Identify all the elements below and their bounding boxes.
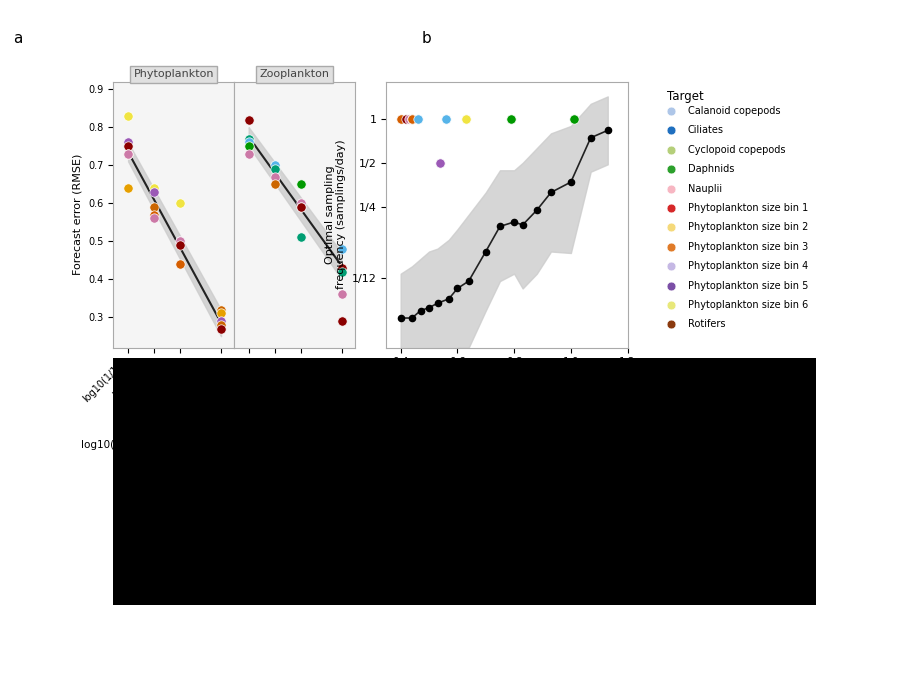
Point	[147, 201, 161, 212]
Point	[147, 213, 161, 224]
Point	[493, 221, 507, 232]
Point	[422, 302, 436, 313]
Point	[268, 164, 282, 175]
Point	[121, 141, 135, 152]
Point	[121, 148, 135, 159]
Point	[147, 209, 161, 220]
Point	[214, 308, 229, 319]
Point	[241, 114, 256, 125]
Point	[121, 148, 135, 159]
Point	[600, 125, 615, 136]
Point	[268, 179, 282, 190]
Text: Target: Target	[668, 90, 704, 103]
Point	[479, 246, 493, 257]
Text: Rotifers: Rotifers	[688, 320, 726, 329]
Point	[121, 182, 135, 193]
Text: log10(Sampling frequency) (samplings·day): log10(Sampling frequency) (samplings·day…	[81, 441, 309, 450]
Point	[410, 113, 424, 124]
Point	[544, 187, 559, 198]
Point	[434, 158, 448, 169]
Point	[567, 113, 581, 124]
Point	[335, 289, 349, 300]
Text: Phytoplankton size bin 4: Phytoplankton size bin 4	[688, 261, 808, 271]
Point	[414, 305, 428, 316]
Point	[583, 133, 598, 143]
Point	[335, 316, 349, 326]
Y-axis label: Optimal sampling
frequency (samplings/day): Optimal sampling frequency (samplings/da…	[325, 140, 346, 290]
Point	[450, 283, 464, 294]
Point	[831, 0, 845, 10]
Point	[405, 113, 419, 124]
Point	[241, 148, 256, 159]
Text: Calanoid copepods: Calanoid copepods	[688, 106, 780, 116]
Point	[268, 171, 282, 182]
Point	[293, 198, 307, 209]
Point	[439, 113, 454, 124]
Point	[268, 160, 282, 171]
Point	[172, 236, 187, 247]
Point	[241, 137, 256, 148]
Point	[515, 220, 530, 231]
Point	[394, 113, 408, 124]
Point	[172, 258, 187, 269]
Point	[459, 113, 473, 124]
Point	[293, 232, 307, 243]
Point	[335, 266, 349, 277]
Point	[241, 141, 256, 152]
Title: Phytoplankton: Phytoplankton	[133, 69, 214, 80]
Point	[335, 243, 349, 254]
Point	[147, 186, 161, 197]
Point	[214, 316, 229, 326]
Title: Zooplankton: Zooplankton	[259, 69, 329, 80]
Point	[399, 113, 414, 124]
Point	[405, 113, 419, 124]
Text: Phytoplankton size bin 1: Phytoplankton size bin 1	[688, 203, 808, 213]
Text: Nauplii: Nauplii	[688, 184, 722, 194]
Point	[507, 216, 522, 227]
Point	[402, 113, 416, 124]
Point	[121, 110, 135, 121]
Point	[442, 293, 456, 304]
Point	[172, 236, 187, 247]
Point	[530, 205, 544, 216]
Text: Cyclopoid copepods: Cyclopoid copepods	[688, 145, 785, 154]
Point	[172, 198, 187, 209]
Text: Phytoplankton size bin 2: Phytoplankton size bin 2	[688, 222, 808, 233]
Point	[293, 179, 307, 190]
Text: Ciliates: Ciliates	[688, 125, 724, 135]
Point	[214, 323, 229, 334]
Point	[335, 262, 349, 273]
Text: a: a	[14, 31, 23, 46]
Point	[121, 137, 135, 148]
Point	[293, 201, 307, 212]
Text: Phytoplankton size bin 6: Phytoplankton size bin 6	[688, 300, 808, 310]
Point	[563, 177, 578, 188]
Point	[462, 275, 476, 286]
Text: b: b	[422, 31, 432, 46]
Text: Phytoplankton size bin 3: Phytoplankton size bin 3	[688, 242, 808, 252]
Point	[394, 313, 408, 324]
Point	[241, 133, 256, 144]
Y-axis label: Forecast error (RMSE): Forecast error (RMSE)	[73, 154, 83, 275]
Point	[214, 320, 229, 330]
Point	[504, 113, 519, 124]
Point	[172, 239, 187, 250]
Point	[147, 182, 161, 193]
Point	[335, 262, 349, 273]
Point	[405, 113, 419, 124]
Point	[405, 313, 419, 324]
X-axis label: (Maximum net) Growth rate: (Maximum net) Growth rate	[429, 373, 585, 383]
Text: Daphnids: Daphnids	[688, 164, 734, 174]
Point	[293, 201, 307, 212]
Point	[214, 304, 229, 315]
Point	[430, 298, 444, 309]
Text: Phytoplankton size bin 5: Phytoplankton size bin 5	[688, 281, 808, 290]
